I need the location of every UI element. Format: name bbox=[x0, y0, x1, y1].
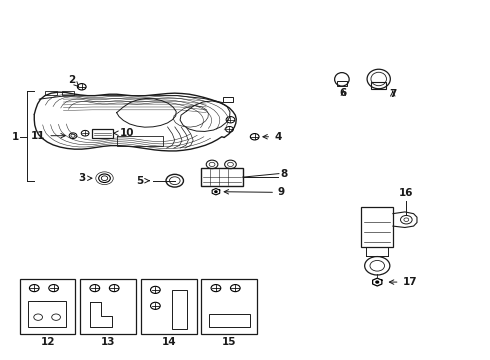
Text: 1: 1 bbox=[12, 132, 19, 143]
Text: 6: 6 bbox=[340, 88, 347, 98]
Bar bbox=[80, 279, 136, 334]
Text: 15: 15 bbox=[222, 337, 237, 347]
Bar bbox=[172, 290, 187, 329]
Bar bbox=[28, 301, 66, 327]
Bar bbox=[209, 314, 250, 327]
Bar bbox=[141, 279, 196, 334]
Text: 2: 2 bbox=[69, 75, 79, 86]
Bar bbox=[93, 129, 113, 138]
Bar bbox=[337, 81, 347, 86]
Bar bbox=[46, 91, 57, 95]
Text: 7: 7 bbox=[389, 89, 396, 99]
Text: 8: 8 bbox=[280, 168, 288, 179]
Text: 4: 4 bbox=[263, 132, 281, 142]
Text: 14: 14 bbox=[161, 337, 176, 347]
Text: 12: 12 bbox=[40, 337, 55, 347]
Text: 5: 5 bbox=[136, 176, 149, 186]
Text: 13: 13 bbox=[101, 337, 115, 347]
Circle shape bbox=[376, 281, 379, 283]
Bar bbox=[20, 279, 75, 334]
Bar bbox=[201, 168, 243, 186]
Bar bbox=[62, 91, 74, 95]
Bar bbox=[201, 279, 257, 334]
Text: 16: 16 bbox=[399, 188, 414, 198]
Bar bbox=[223, 97, 233, 102]
Text: 17: 17 bbox=[390, 277, 417, 287]
Text: 9: 9 bbox=[224, 188, 285, 197]
Text: 3: 3 bbox=[78, 173, 92, 183]
Bar bbox=[371, 82, 387, 89]
Circle shape bbox=[215, 191, 217, 193]
Text: 10: 10 bbox=[114, 128, 135, 138]
Text: 11: 11 bbox=[31, 131, 65, 141]
Bar bbox=[361, 207, 393, 247]
